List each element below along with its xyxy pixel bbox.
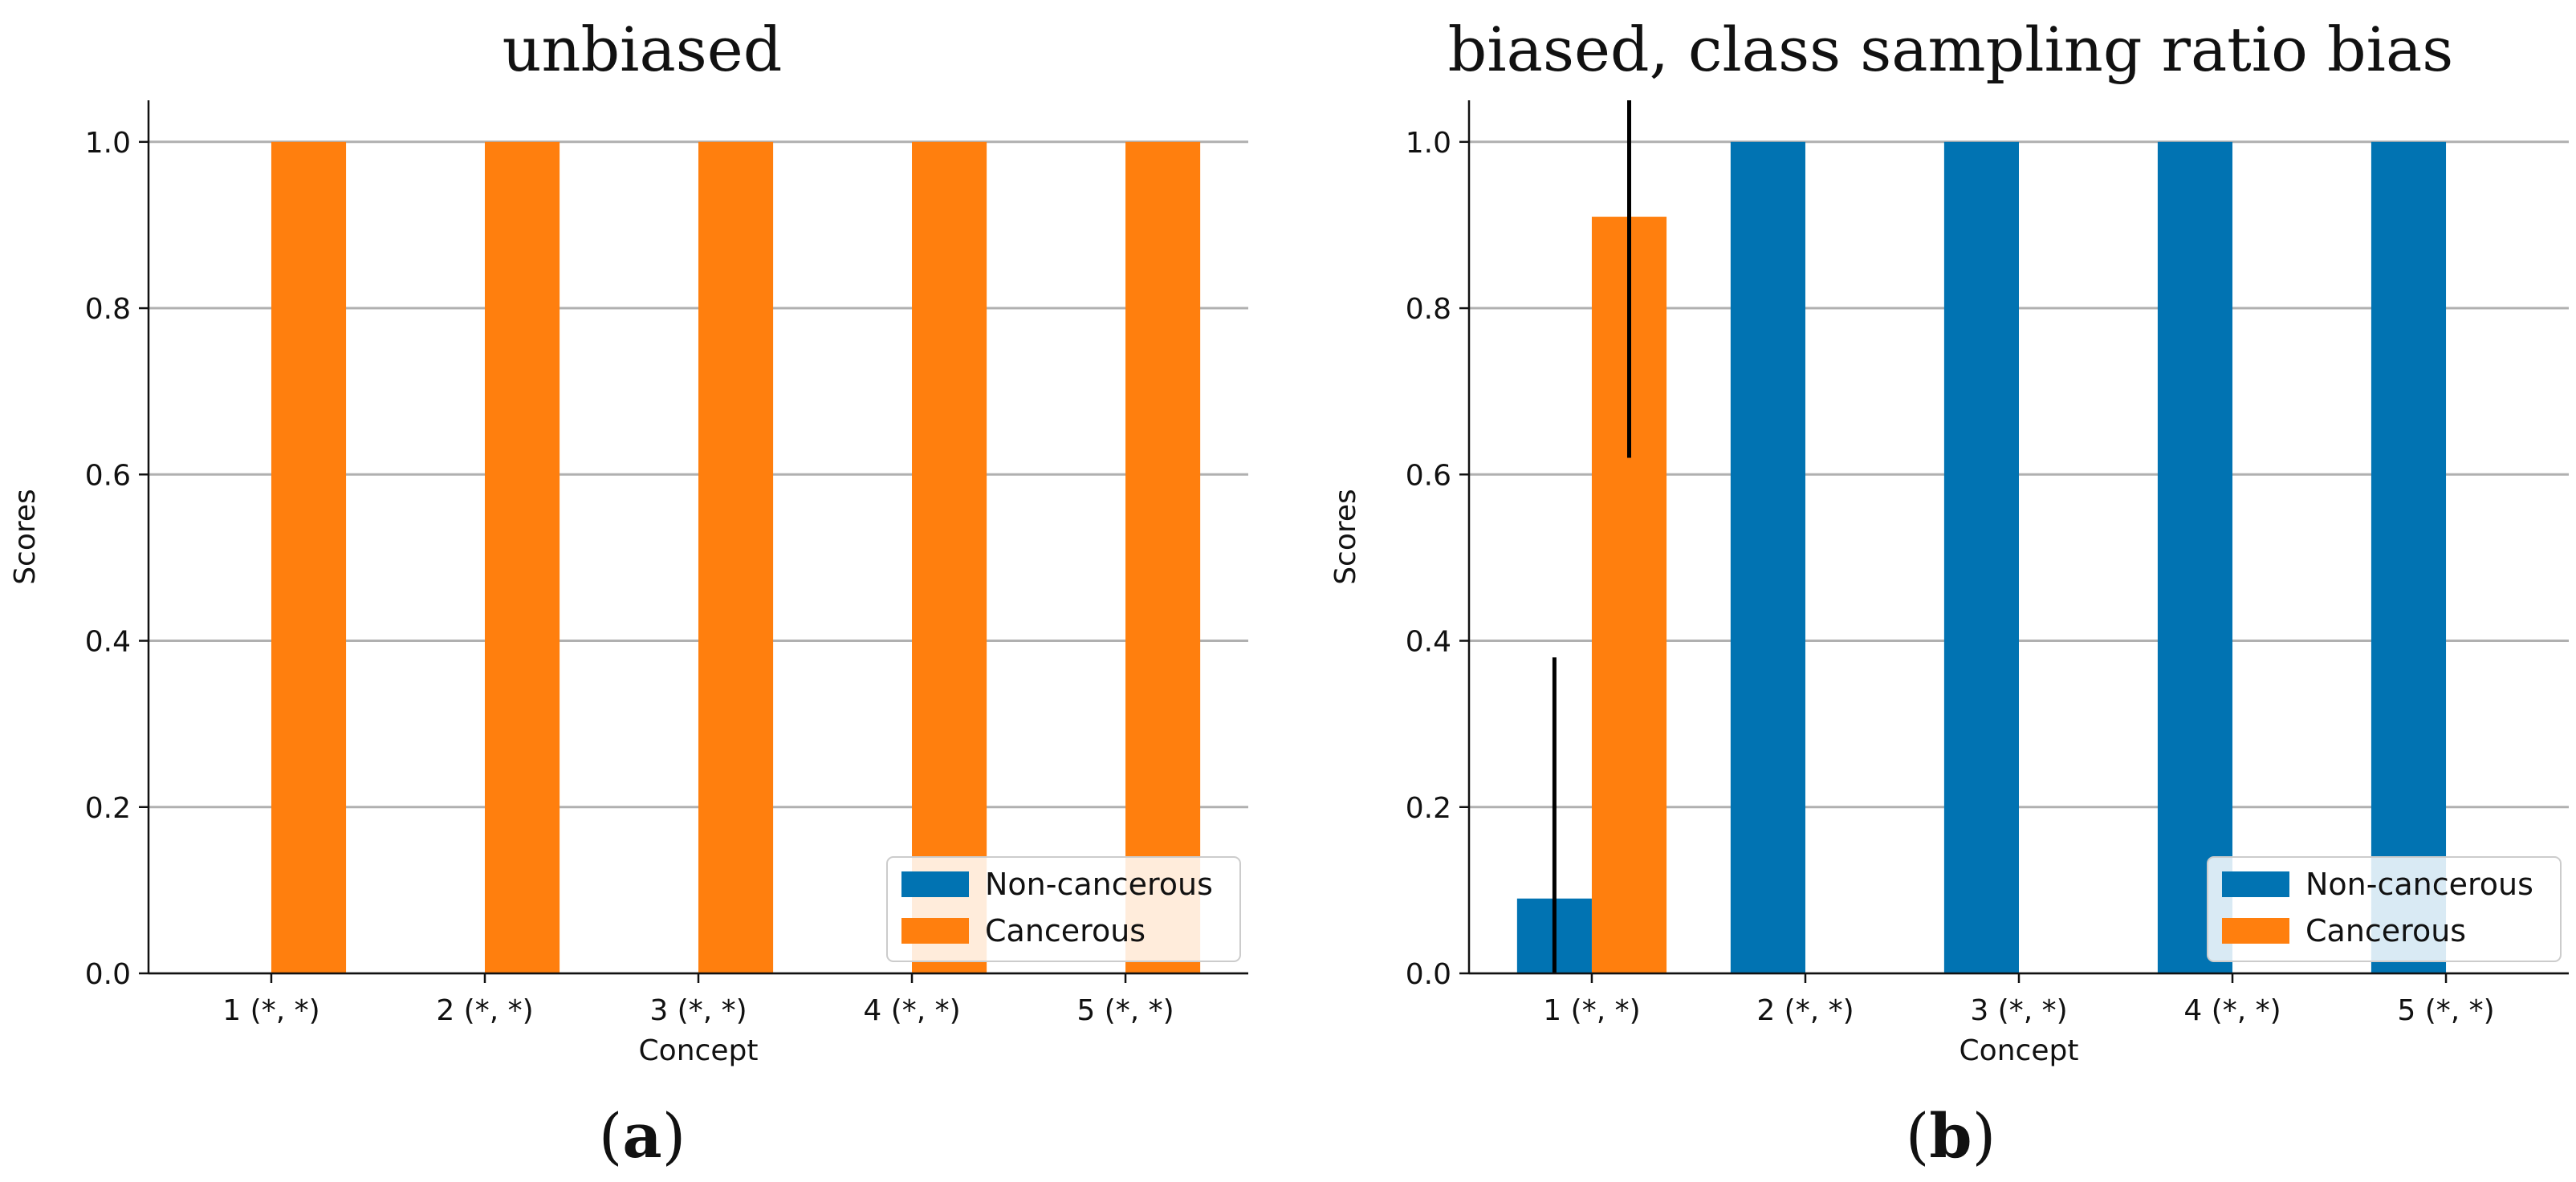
chart-title: unbiased [503,14,783,85]
x-tick-label: 2 (*, *) [436,994,533,1027]
bar-non-cancerous-3 [1943,141,2019,973]
legend-swatch-non-cancerous [901,871,969,897]
legend: Non-cancerous Cancerous [2207,856,2562,962]
bar-cancerous-2 [484,141,560,973]
legend-box [886,856,1241,962]
bar-cancerous-1 [271,141,347,973]
legend-swatch-non-cancerous [2222,871,2289,897]
legend-label-non-cancerous: Non-cancerous [985,867,1213,902]
panel-label: (b) [1906,1100,1996,1172]
x-axis-label: Concept [639,1034,759,1067]
bar-non-cancerous-5 [2370,141,2447,973]
chart-title: biased, class sampling ratio bias [1448,14,2454,85]
y-tick-label: 0.4 [85,626,131,659]
y-tick-label: 0.6 [1406,459,1451,492]
bar-cancerous-5 [1125,141,1201,973]
x-tick-label: 3 (*, *) [649,994,747,1027]
legend-label-cancerous: Cancerous [985,913,1146,948]
x-tick-label: 3 (*, *) [1970,994,2067,1027]
x-tick-label: 1 (*, *) [1543,994,1640,1027]
chart-panel-b: biased, class sampling ratio bias 0.0 0.2 0… [1329,14,2569,1172]
y-tick-label: 0.0 [1406,958,1451,991]
y-tick-label: 0.4 [1406,626,1451,659]
y-axis-label: Scores [9,489,42,585]
legend-swatch-cancerous [901,918,969,944]
x-tick-label: 4 (*, *) [2183,994,2281,1027]
chart-panel-a: unbiased 0.0 0.2 0.4 0.6 0.8 1.0 1 (*, *) 2 (*, … [9,14,1248,1172]
x-tick-label: 1 (*, *) [222,994,319,1027]
legend-label-cancerous: Cancerous [2305,913,2466,948]
y-tick-label: 1.0 [1406,127,1451,160]
panel-label: (a) [599,1100,686,1172]
x-axis-label: Concept [1959,1034,2079,1067]
x-tick-label: 5 (*, *) [1076,994,1174,1027]
y-tick-label: 0.0 [85,958,131,991]
x-tick-label: 4 (*, *) [863,994,960,1027]
y-tick-label: 0.6 [85,459,131,492]
bar-cancerous-4 [912,141,987,973]
legend-swatch-cancerous [2222,918,2289,944]
y-tick-label: 0.8 [85,293,131,326]
bar-cancerous-3 [698,141,774,973]
y-tick-label: 0.2 [1406,792,1451,825]
y-tick-label: 1.0 [85,127,131,160]
bar-non-cancerous-4 [2157,141,2233,973]
legend: Non-cancerous Cancerous [886,856,1241,962]
y-tick-label: 0.8 [1406,293,1451,326]
x-tick-label: 2 (*, *) [1756,994,1854,1027]
x-tick-label: 5 (*, *) [2397,994,2494,1027]
y-tick-label: 0.2 [85,792,131,825]
legend-label-non-cancerous: Non-cancerous [2305,867,2533,902]
y-axis-label: Scores [1329,489,1362,585]
legend-box [2207,856,2562,962]
bar-non-cancerous-2 [1730,141,1805,973]
